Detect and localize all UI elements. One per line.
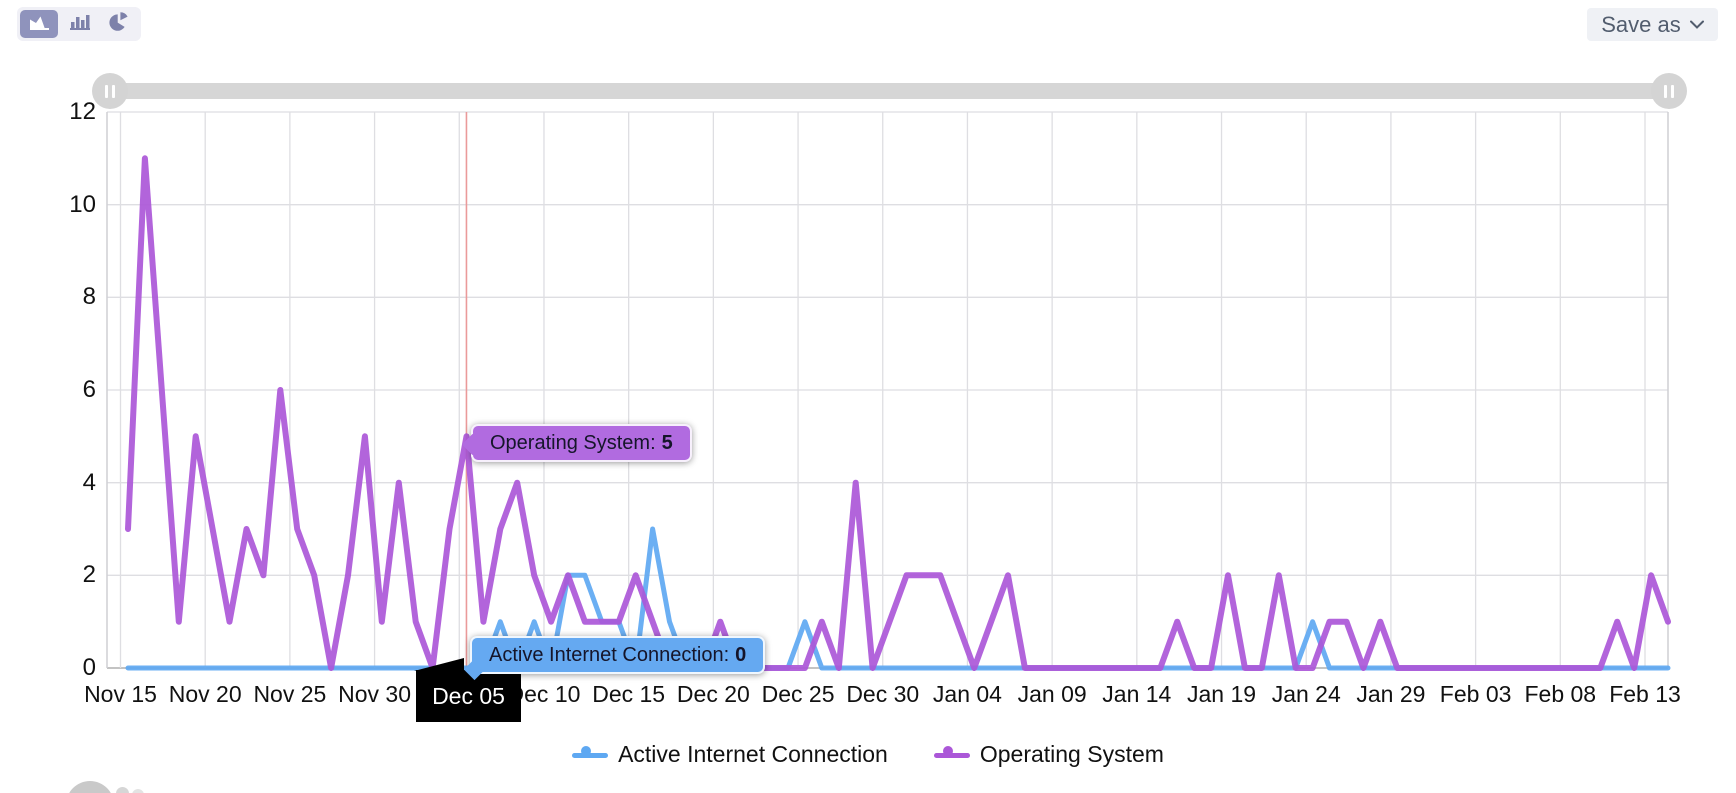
area-chart-icon (28, 14, 51, 35)
save-as-button[interactable]: Save as (1587, 8, 1718, 41)
legend-item-active-internet-connection[interactable]: Active Internet Connection (572, 741, 888, 768)
bar-chart-button[interactable] (60, 10, 98, 38)
x-axis-label: Feb 13 (1609, 681, 1681, 707)
x-axis-label: Feb 08 (1524, 681, 1597, 707)
x-axis-label: Jan 29 (1356, 681, 1426, 707)
hovered-x-axis-label: Dec 05 (414, 658, 521, 722)
y-axis-label: 6 (82, 376, 96, 403)
save-as-label: Save as (1601, 11, 1681, 37)
drag-handle-icon (1664, 84, 1667, 98)
x-axis-label: Dec 15 (592, 681, 666, 707)
x-axis-label: Jan 04 (932, 681, 1002, 707)
range-slider-left-handle[interactable] (92, 73, 128, 109)
bar-chart-icon (68, 13, 91, 35)
area-chart-button[interactable] (20, 10, 58, 38)
x-axis-label: Nov 25 (253, 681, 327, 707)
y-axis-label: 0 (82, 654, 96, 681)
y-axis-label: 4 (82, 468, 96, 496)
x-axis-label: Feb 03 (1439, 681, 1512, 707)
legend-item-operating-system[interactable]: Operating System (933, 741, 1164, 768)
x-axis-label: Dec 20 (676, 681, 750, 707)
tooltip-operating-system: Operating System: 5 (461, 424, 692, 462)
x-axis-label: Dec 30 (846, 681, 920, 707)
time-range-slider-track[interactable] (107, 83, 1671, 99)
x-axis-label: Nov 20 (168, 681, 242, 707)
pie-chart-button[interactable] (100, 10, 138, 38)
x-axis-label: Nov 30 (338, 681, 412, 707)
line-chart-plot-area[interactable] (0, 0, 1736, 730)
line-marker-icon (933, 745, 970, 764)
x-axis-label: Jan 09 (1017, 681, 1087, 707)
x-axis-label: Jan 14 (1102, 681, 1172, 707)
y-axis-label: 2 (82, 561, 96, 589)
y-axis-label: 10 (69, 190, 96, 218)
line-marker-icon (572, 745, 609, 764)
tooltip-active-internet-connection: Active Internet Connection: 0 (463, 636, 766, 681)
chevron-down-icon (1689, 20, 1704, 29)
chart-type-switcher[interactable] (17, 7, 141, 41)
x-axis-label: Jan 19 (1186, 681, 1257, 707)
chart-legend: Active Internet Connection Operating Sys… (0, 741, 1736, 768)
x-axis-label: Nov 15 (84, 681, 157, 707)
y-axis-label: 12 (69, 98, 96, 125)
drag-handle-icon (105, 84, 108, 98)
pie-chart-icon (109, 11, 129, 37)
y-axis-label: 8 (82, 283, 96, 311)
x-axis-label: Jan 24 (1271, 681, 1341, 707)
series-line-operating-system (125, 155, 1671, 671)
range-slider-right-handle[interactable] (1651, 73, 1687, 109)
x-axis-label: Dec 25 (761, 681, 835, 707)
